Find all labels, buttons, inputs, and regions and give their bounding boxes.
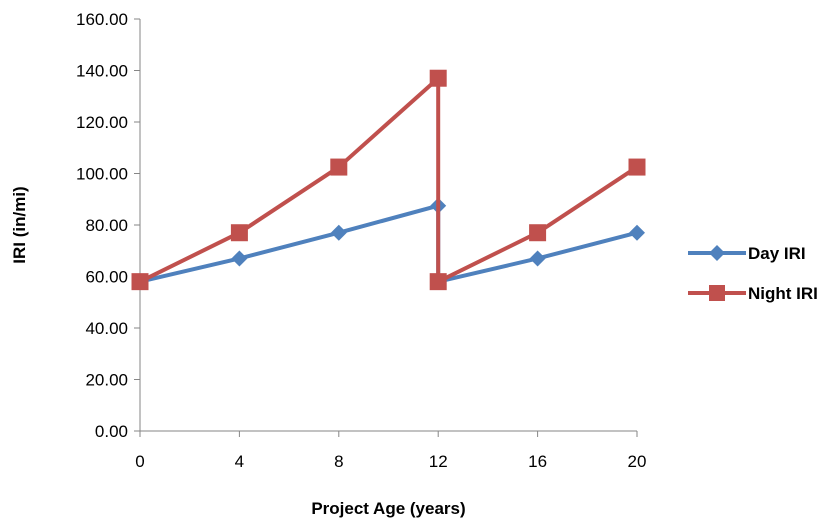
- x-tick-label: 8: [334, 452, 343, 471]
- night-iri-point: [529, 224, 547, 242]
- legend-night-iri-label: Night IRI: [748, 284, 818, 303]
- y-tick-label: 60.00: [85, 268, 128, 287]
- y-tick-label: 40.00: [85, 319, 128, 338]
- y-axis-title: IRI (in/mi): [10, 186, 29, 263]
- legend-night-iri-marker: [709, 285, 725, 301]
- day-iri-point: [231, 250, 248, 267]
- data-series: [131, 69, 646, 291]
- y-tick-label: 160.00: [76, 10, 128, 29]
- night-iri-point: [131, 273, 149, 291]
- legend: Day IRI Night IRI: [688, 244, 818, 303]
- day-iri-point: [529, 250, 546, 267]
- day-iri-point: [330, 224, 347, 241]
- y-tick-label: 20.00: [85, 371, 128, 390]
- y-tick-label: 80.00: [85, 216, 128, 235]
- x-tick-label: 16: [528, 452, 547, 471]
- x-tick-label: 0: [135, 452, 144, 471]
- y-tick-label: 100.00: [76, 165, 128, 184]
- y-tick-label: 120.00: [76, 113, 128, 132]
- night-iri-point: [429, 273, 447, 291]
- y-tick-label: 0.00: [95, 422, 128, 441]
- night-iri-point: [330, 158, 348, 176]
- axes: 0.00 20.00 40.00 60.00 80.00 100.00 120.00 140.…: [76, 10, 646, 471]
- x-axis-title: Project Age (years): [311, 499, 465, 518]
- x-tick-label: 4: [235, 452, 244, 471]
- night-iri-point: [429, 69, 447, 87]
- legend-day-iri-marker: [709, 245, 725, 261]
- x-tick-label: 20: [628, 452, 647, 471]
- y-tick-label: 140.00: [76, 62, 128, 81]
- day-iri-point: [629, 224, 645, 241]
- x-tick-label: 12: [429, 452, 448, 471]
- legend-day-iri-label: Day IRI: [748, 244, 806, 263]
- night-iri-point: [230, 224, 248, 242]
- night-iri-point: [628, 158, 646, 176]
